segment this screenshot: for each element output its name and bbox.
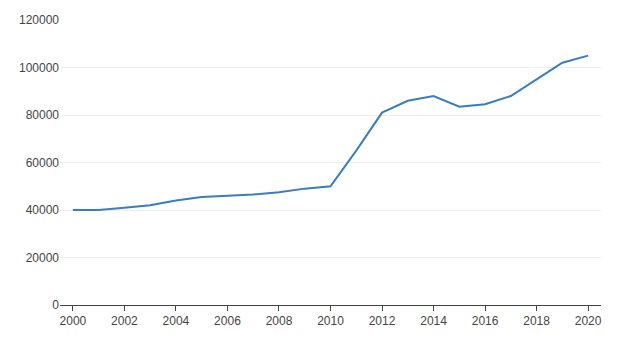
svg-text:2018: 2018	[523, 314, 550, 328]
svg-text:2016: 2016	[472, 314, 499, 328]
svg-text:120000: 120000	[19, 13, 59, 27]
svg-text:2000: 2000	[60, 314, 87, 328]
svg-text:2002: 2002	[111, 314, 138, 328]
svg-text:2006: 2006	[214, 314, 241, 328]
svg-text:80000: 80000	[26, 108, 60, 122]
svg-text:2004: 2004	[163, 314, 190, 328]
svg-text:20000: 20000	[26, 251, 60, 265]
svg-text:2014: 2014	[420, 314, 447, 328]
svg-text:40000: 40000	[26, 203, 60, 217]
svg-text:2010: 2010	[317, 314, 344, 328]
svg-text:60000: 60000	[26, 156, 60, 170]
svg-text:2012: 2012	[369, 314, 396, 328]
svg-text:0: 0	[52, 298, 59, 312]
svg-text:2008: 2008	[266, 314, 293, 328]
svg-text:2020: 2020	[575, 314, 602, 328]
svg-text:100000: 100000	[19, 61, 59, 75]
